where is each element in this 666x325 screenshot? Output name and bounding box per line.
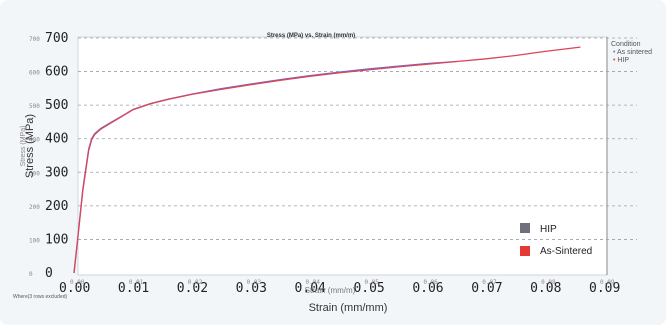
- x-tick-label-ghost: 0.07: [482, 279, 497, 286]
- y-tick-label: 500: [45, 98, 68, 113]
- y-tick-label: 600: [45, 65, 68, 80]
- y-axis-label-ghost: Stress (MPa): [20, 126, 27, 167]
- y-tick-label: 100: [45, 232, 68, 247]
- legend-swatch-as-sintered: [520, 246, 530, 256]
- y-tick-label-ghost: 400: [29, 137, 40, 144]
- small-legend-item-0: • As sintered: [613, 49, 652, 56]
- plot-area: [77, 36, 608, 276]
- y-tick-label-ghost: 300: [29, 170, 40, 177]
- x-tick-label: 0.09: [589, 281, 620, 296]
- legend-title: Condition: [611, 41, 641, 48]
- legend-label-hip: HIP: [540, 224, 557, 235]
- y-tick-label-ghost: 0: [29, 271, 33, 278]
- y-tick-label-ghost: 200: [29, 204, 40, 211]
- x-tick-label: 0.05: [353, 281, 384, 296]
- x-tick-label: 0.06: [412, 281, 443, 296]
- x-axis-label: Strain (mm/mm): [309, 302, 388, 314]
- y-tick-label: 0: [45, 266, 53, 281]
- y-tick-label-ghost: 600: [29, 70, 40, 77]
- y-tick-label: 200: [45, 199, 68, 214]
- x-tick-label: 0.00: [59, 281, 90, 296]
- y-tick-label: 700: [45, 31, 68, 46]
- x-tick-label: 0.04: [295, 281, 326, 296]
- x-tick-label: 0.07: [471, 281, 502, 296]
- x-tick-label-ghost: 0.09: [600, 279, 615, 286]
- y-axis-label: Stress (MPa): [24, 114, 36, 178]
- x-tick-label-ghost: 0.03: [247, 279, 262, 286]
- x-axis-label-ghost: Strain (mm/m): [305, 286, 356, 295]
- x-tick-label: 0.08: [530, 281, 561, 296]
- x-tick-label-ghost: 0.05: [364, 279, 379, 286]
- x-tick-label: 0.03: [236, 281, 267, 296]
- x-tick-label: 0.01: [118, 281, 149, 296]
- y-tick-label: 400: [45, 132, 68, 147]
- y-tick-label-ghost: 100: [29, 237, 40, 244]
- x-tick-label-ghost: 0.08: [541, 279, 556, 286]
- legend-swatch-hip: [520, 223, 530, 233]
- y-tick-label-ghost: 700: [29, 36, 40, 43]
- x-tick-label-ghost: 0.02: [188, 279, 203, 286]
- y-tick-label: 300: [45, 165, 68, 180]
- x-tick-label-ghost: 0.04: [306, 279, 321, 286]
- footnote: Where(3 rows excluded): [13, 294, 68, 300]
- y-tick-label-ghost: 500: [29, 103, 40, 110]
- series-line-as-sintered: [73, 46, 581, 274]
- small-legend-item-1: • HIP: [613, 57, 629, 64]
- chart-title: Stress (MPa) vs. Strain (mm/m): [267, 33, 355, 39]
- legend-label-as-sintered: As-Sintered: [540, 246, 592, 257]
- x-tick-label-ghost: 0.06: [423, 279, 438, 286]
- x-tick-label-ghost: 0.00: [70, 279, 85, 286]
- x-tick-label: 0.02: [177, 281, 208, 296]
- x-tick-label-ghost: 0.01: [129, 279, 144, 286]
